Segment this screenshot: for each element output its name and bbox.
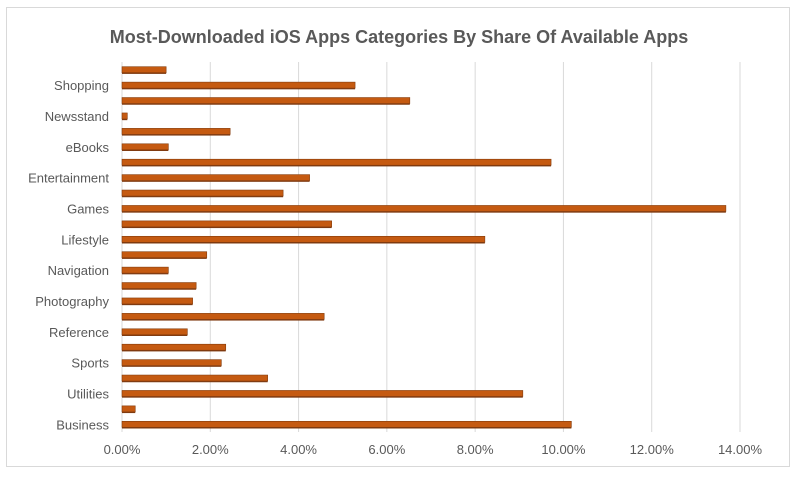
bar-shadow — [122, 118, 128, 121]
bar — [121, 405, 136, 413]
bar-shadow — [122, 427, 572, 429]
bar-shadow — [122, 319, 325, 321]
x-tick-label: 12.00% — [630, 442, 675, 457]
bar-shadow — [122, 334, 188, 336]
y-tick-label: Entertainment — [28, 171, 109, 186]
x-tick-label: 10.00% — [541, 442, 586, 457]
bar — [121, 328, 188, 336]
bar — [121, 66, 167, 74]
bar — [121, 174, 310, 181]
bar — [121, 251, 208, 259]
y-tick-label: Photography — [35, 294, 109, 309]
bar — [121, 235, 486, 243]
y-tick-label: Sports — [71, 356, 109, 371]
bar-shadow — [122, 196, 284, 198]
y-tick-label: Utilities — [67, 386, 109, 401]
bar — [121, 143, 169, 151]
bar-shadow — [122, 303, 193, 306]
bar-shadow — [122, 180, 310, 182]
bar — [121, 266, 169, 274]
bar — [121, 313, 325, 320]
bar — [121, 189, 284, 197]
bar-shadow — [122, 211, 726, 213]
x-tick-label: 0.00% — [104, 442, 141, 457]
bar-shadow — [122, 149, 169, 151]
bar — [121, 374, 268, 382]
bar-shadow — [122, 134, 231, 136]
bar — [121, 158, 552, 166]
bar-shadow — [122, 350, 226, 352]
bar — [121, 205, 727, 212]
bar-shadow — [122, 365, 222, 367]
bar-shadow — [122, 242, 485, 244]
y-tick-label: eBooks — [66, 140, 110, 155]
bar — [121, 97, 411, 104]
x-tick-label: 2.00% — [192, 442, 229, 457]
bar — [121, 282, 197, 289]
bar — [121, 297, 193, 305]
y-tick-label: Reference — [49, 325, 109, 340]
bar — [121, 390, 524, 397]
x-tick-label: 8.00% — [457, 442, 494, 457]
bar-shadow — [122, 273, 169, 275]
y-tick-label: Lifestyle — [61, 232, 109, 247]
bar — [121, 128, 231, 135]
bar — [121, 112, 128, 120]
x-tick-label: 6.00% — [368, 442, 405, 457]
bar-shadow — [122, 257, 207, 259]
bar-shadow — [122, 226, 332, 229]
chart-title: Most-Downloaded iOS Apps Categories By S… — [109, 27, 689, 47]
bar-shadow — [122, 381, 268, 383]
y-tick-label: Business — [56, 417, 109, 432]
y-tick-label: Shopping — [54, 78, 109, 93]
y-tick-label: Games — [67, 201, 109, 216]
bar — [121, 420, 572, 428]
bar-shadow — [122, 288, 197, 290]
bar-shadow — [122, 72, 167, 74]
bar — [121, 220, 332, 228]
bar-shadow — [122, 165, 552, 167]
bar — [121, 359, 222, 366]
bar — [121, 81, 356, 89]
x-tick-label: 14.00% — [718, 442, 763, 457]
bar-shadow — [122, 396, 523, 398]
y-tick-label: Navigation — [48, 263, 109, 278]
bar-shadow — [122, 103, 410, 105]
bar-shadow — [122, 88, 356, 90]
x-tick-label: 4.00% — [280, 442, 317, 457]
bar-shadow — [122, 411, 136, 414]
bar — [121, 343, 227, 351]
y-tick-label: Newsstand — [45, 109, 109, 124]
